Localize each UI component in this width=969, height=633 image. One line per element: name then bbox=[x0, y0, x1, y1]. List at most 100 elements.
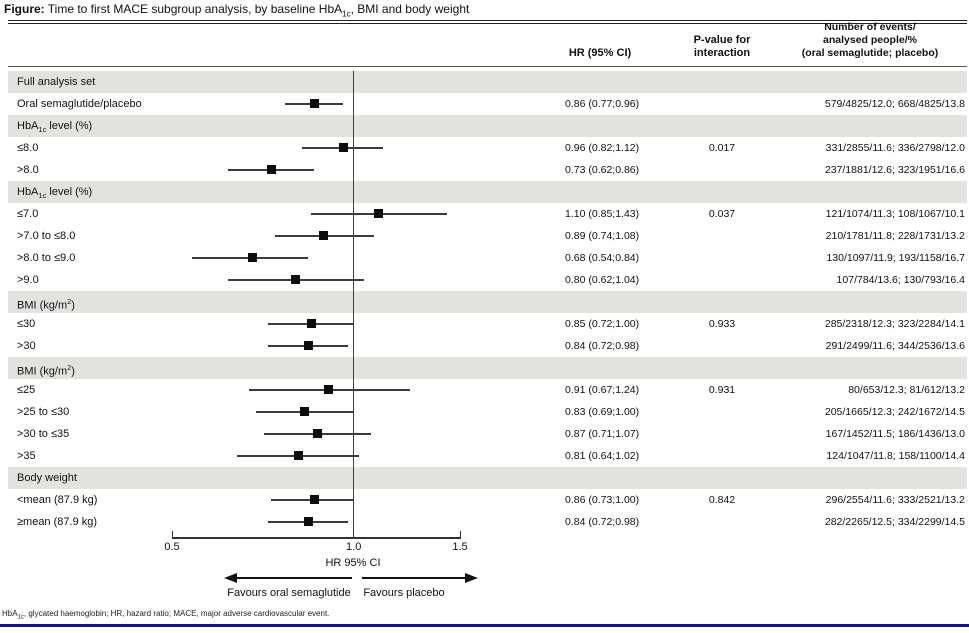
subgroup-label: >8.0 bbox=[17, 164, 39, 176]
left-arrow-icon bbox=[224, 573, 237, 583]
axis-label: HR 95% CI bbox=[325, 557, 381, 569]
hr-marker bbox=[324, 385, 334, 394]
events-value: 579/4825/12.0; 668/4825/13.8 bbox=[824, 98, 965, 110]
subgroup-label: >30 to ≤35 bbox=[17, 428, 70, 440]
forest-data-row: >9.0 0.80 (0.62;1.04) 107/784/13.6; 130/79… bbox=[0, 269, 969, 291]
events-value: 291/2499/11.6; 344/2536/13.6 bbox=[825, 340, 965, 352]
hr-ci-value: 1.10 (0.85;1.43) bbox=[565, 208, 640, 220]
forest-data-row: >30 to ≤35 0.87 (0.71;1.07) 167/1452/11.5;… bbox=[0, 423, 969, 445]
hr-ci-value: 0.73 (0.62;0.86) bbox=[565, 164, 640, 176]
subgroup-label: ≤8.0 bbox=[17, 142, 39, 154]
section-label: Full analysis set bbox=[17, 76, 96, 88]
subgroup-label: Oral semaglutide/placebo bbox=[17, 98, 142, 110]
events-value: 80/653/12.3; 81/612/13.2 bbox=[848, 384, 965, 396]
section-band bbox=[8, 357, 967, 379]
forest-data-row: >35 0.81 (0.64;1.02) 124/1047/11.8; 158/11… bbox=[0, 445, 969, 467]
hr-marker bbox=[309, 99, 319, 108]
subgroup-label: >30 bbox=[17, 340, 36, 352]
subgroup-label: >35 bbox=[17, 450, 36, 462]
events-value: 331/2855/11.6; 336/2798/12.0 bbox=[825, 142, 965, 154]
section-band bbox=[8, 467, 967, 489]
events-value: 124/1047/11.8; 158/1100/14.4 bbox=[826, 450, 965, 462]
pvalue-interaction: 0.037 bbox=[708, 208, 736, 220]
axis-tick bbox=[353, 531, 355, 537]
hr-ci-value: 0.80 (0.62;1.04) bbox=[565, 274, 640, 286]
forest-section-row: HbA1c level (%) bbox=[0, 181, 969, 203]
axis-line bbox=[172, 537, 461, 539]
hr-marker bbox=[312, 429, 322, 438]
forest-section-row: Full analysis set bbox=[0, 71, 969, 93]
figure-title-prefix: Figure: bbox=[4, 2, 45, 16]
column-header-events-line1: Number of events/ bbox=[824, 21, 916, 33]
section-band bbox=[8, 181, 967, 203]
hr-marker bbox=[318, 231, 328, 240]
right-arrow-icon bbox=[465, 573, 478, 583]
section-band bbox=[8, 71, 967, 93]
forest-section-row: Body weight bbox=[0, 467, 969, 489]
events-value: 282/2265/12.5; 334/2299/14.5 bbox=[824, 516, 965, 528]
bottom-border bbox=[0, 624, 969, 627]
forest-section-row: BMI (kg/m2) bbox=[0, 357, 969, 379]
column-header-pvalue: P-value for interaction bbox=[662, 34, 782, 60]
subgroup-label: ≤25 bbox=[17, 384, 36, 396]
hr-ci-value: 0.89 (0.74;1.08) bbox=[565, 230, 640, 242]
section-label: BMI (kg/m2) bbox=[17, 363, 75, 378]
forest-data-row: >8.0 to ≤9.0 0.68 (0.54;0.84) 130/1097/11.… bbox=[0, 247, 969, 269]
subgroup-label: >8.0 to ≤9.0 bbox=[17, 252, 76, 264]
forest-data-row: >30 0.84 (0.72;0.98) 291/2499/11.6; 344/25… bbox=[0, 335, 969, 357]
section-label: HbA1c level (%) bbox=[17, 120, 93, 135]
hr-ci-value: 0.86 (0.77;0.96) bbox=[565, 98, 640, 110]
axis-tick bbox=[459, 531, 461, 537]
forest-data-row: ≥mean (87.9 kg) 0.84 (0.72;0.98) 282/2265/… bbox=[0, 511, 969, 533]
hr-marker bbox=[303, 341, 313, 350]
pvalue-interaction: 0.017 bbox=[708, 142, 736, 154]
events-value: 130/1097/11.9; 193/1158/16.7 bbox=[826, 252, 965, 264]
hr-ci-value: 0.81 (0.64;1.02) bbox=[565, 450, 640, 462]
hr-ci-value: 0.83 (0.69;1.00) bbox=[565, 406, 640, 418]
forest-data-row: ≤7.0 1.10 (0.85;1.43) 0.037 121/1074/11.3; … bbox=[0, 203, 969, 225]
forest-data-row: >25 to ≤30 0.83 (0.69;1.00) 205/1665/12.3;… bbox=[0, 401, 969, 423]
favours-left-label: Favours oral semaglutide bbox=[227, 587, 351, 599]
column-header-events: Number of events/ analysed people/% (ora… bbox=[772, 21, 968, 60]
hr-ci-value: 0.91 (0.67;1.24) bbox=[565, 384, 640, 396]
forest-data-row: ≤25 0.91 (0.67;1.24) 0.931 80/653/12.3; 81/… bbox=[0, 379, 969, 401]
hr-ci-value: 0.85 (0.72;1.00) bbox=[565, 318, 640, 330]
hr-marker bbox=[290, 275, 300, 284]
subgroup-label: ≥mean (87.9 kg) bbox=[17, 516, 98, 528]
hr-marker bbox=[309, 495, 319, 504]
left-arrow-shaft bbox=[236, 577, 352, 579]
section-label: Body weight bbox=[17, 472, 77, 484]
forest-data-row: >7.0 to ≤8.0 0.89 (0.74;1.08) 210/1781/11.… bbox=[0, 225, 969, 247]
hr-marker bbox=[300, 407, 310, 416]
hr-ci-value: 0.86 (0.73;1.00) bbox=[565, 494, 640, 506]
forest-data-row: ≤30 0.85 (0.72;1.00) 0.933 285/2318/12.3; 3… bbox=[0, 313, 969, 335]
section-label: HbA1c level (%) bbox=[17, 186, 93, 201]
events-value: 210/1781/11.8; 228/1731/13.2 bbox=[825, 230, 965, 242]
column-header-events-line2: analysed people/% bbox=[823, 34, 917, 46]
column-header-events-line3: (oral semaglutide; placebo) bbox=[801, 47, 939, 59]
subgroup-label: ≤7.0 bbox=[17, 208, 39, 220]
figure-title: Figure: Time to first MACE subgroup anal… bbox=[4, 2, 469, 18]
events-value: 167/1452/11.5; 186/1436/13.0 bbox=[825, 428, 965, 440]
hr-marker bbox=[293, 451, 303, 460]
events-value: 205/1665/12.3; 242/1672/14.5 bbox=[824, 406, 965, 418]
hr-ci-value: 0.68 (0.54;0.84) bbox=[565, 252, 640, 264]
hr-ci-value: 0.84 (0.72;0.98) bbox=[565, 340, 640, 352]
events-value: 237/1881/12.6; 323/1951/16.6 bbox=[824, 164, 965, 176]
axis-tick-label: 1.5 bbox=[452, 541, 468, 553]
column-header-hr: HR (95% CI) bbox=[568, 47, 632, 59]
forest-data-row: ≤8.0 0.96 (0.82;1.12) 0.017 331/2855/11.6; … bbox=[0, 137, 969, 159]
subgroup-label: <mean (87.9 kg) bbox=[17, 494, 98, 506]
forest-section-row: HbA1c level (%) bbox=[0, 115, 969, 137]
title-divider bbox=[8, 20, 967, 24]
forest-data-row: <mean (87.9 kg) 0.86 (0.73;1.00) 0.842 296/… bbox=[0, 489, 969, 511]
pvalue-interaction: 0.842 bbox=[708, 494, 736, 506]
reference-line bbox=[353, 71, 355, 538]
hr-ci-value: 0.87 (0.71;1.07) bbox=[565, 428, 640, 440]
forest-section-row: BMI (kg/m2) bbox=[0, 291, 969, 313]
column-header-pvalue-line2: interaction bbox=[693, 47, 751, 59]
section-label: BMI (kg/m2) bbox=[17, 297, 75, 312]
header-divider bbox=[8, 66, 967, 67]
hr-marker bbox=[266, 165, 276, 174]
